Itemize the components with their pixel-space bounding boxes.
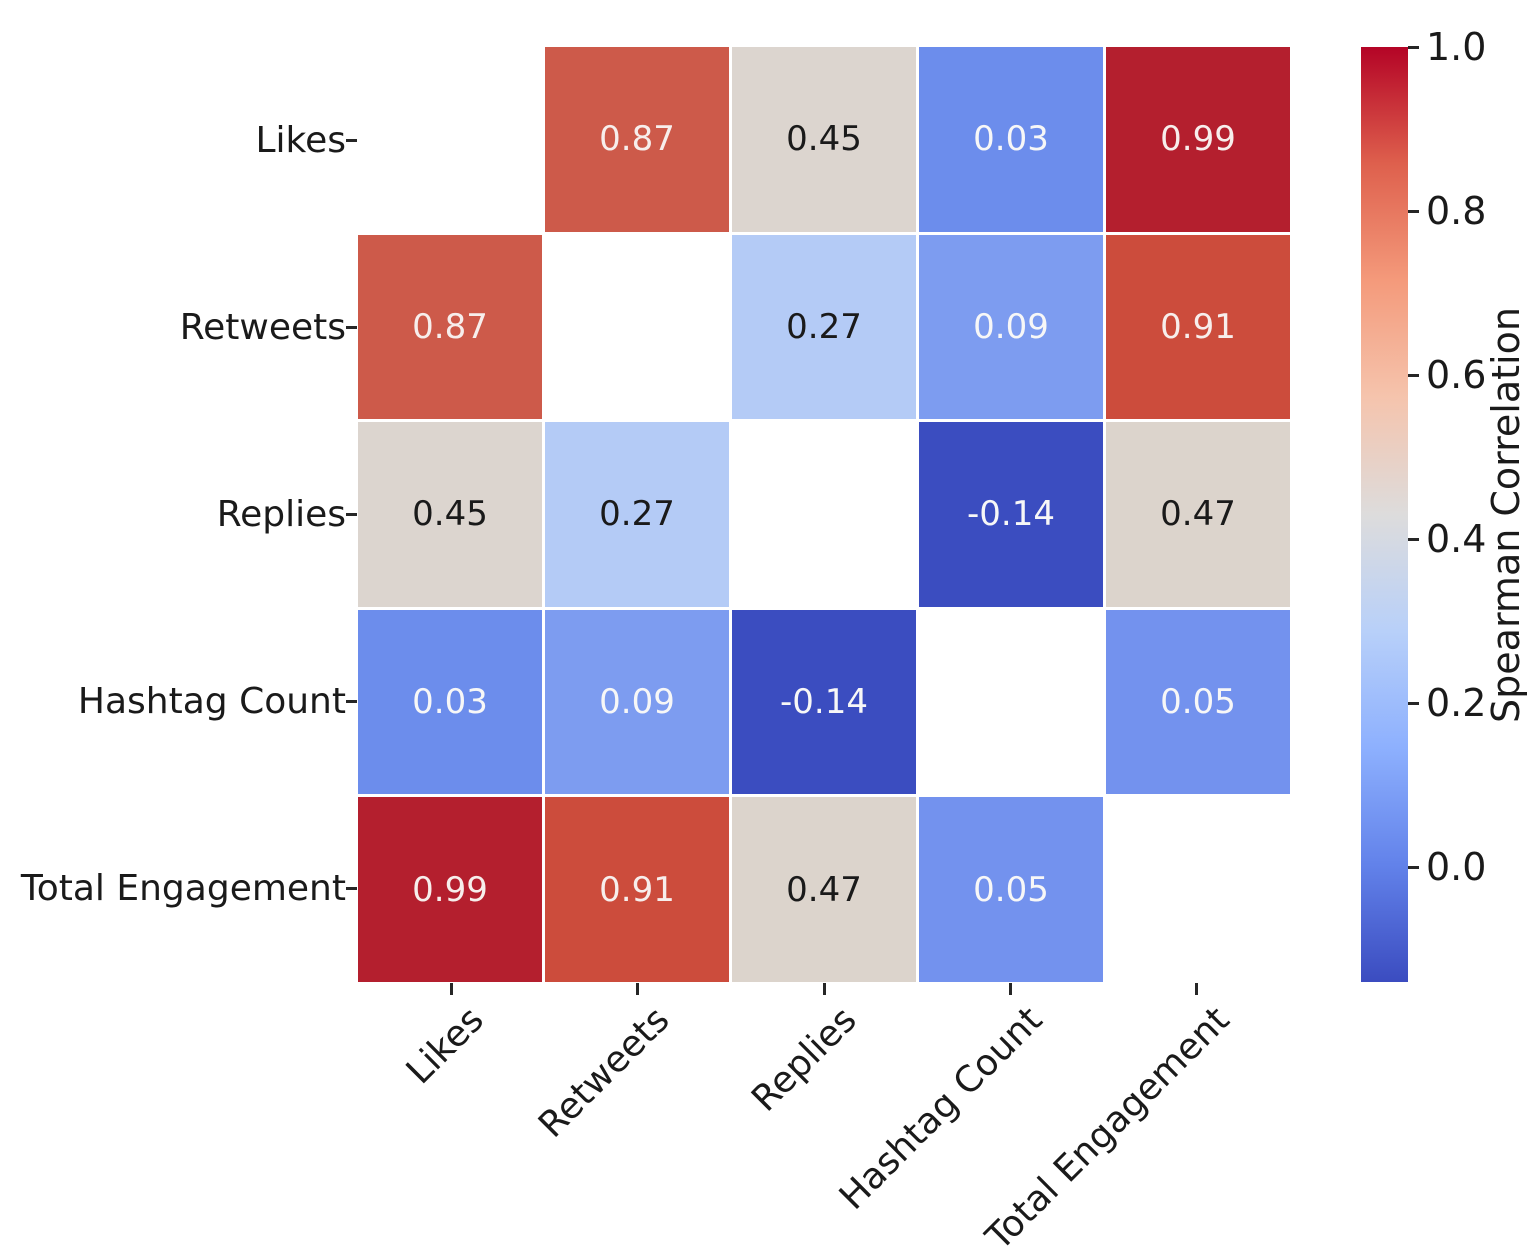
x-tick-replies xyxy=(822,983,826,995)
heatmap-cell-retweets-total-engagement: 0.91 xyxy=(1106,234,1290,420)
heatmap-cell-retweets-replies: 0.27 xyxy=(732,234,916,420)
heatmap-cell-hashtag-count-likes: 0.03 xyxy=(358,609,542,795)
heatmap-cell-replies-total-engagement: 0.47 xyxy=(1106,422,1290,607)
x-tick-total-engagement xyxy=(1195,983,1199,995)
x-axis-label-hashtag-count: Hashtag Count xyxy=(832,999,1051,1218)
heatmap-cell-hashtag-count-retweets: 0.09 xyxy=(545,609,729,795)
heatmap-grid: 0.87 0.45 0.03 0.99 0.87 0.27 0.09 0.91 0.45 0.27… xyxy=(358,47,1290,982)
x-axis-label-likes: Likes xyxy=(398,999,492,1093)
heatmap-cell-replies-hashtag-count: -0.14 xyxy=(919,422,1103,607)
heatmap-cell-masked-retweets-retweets xyxy=(545,234,729,420)
colorbar-tick-0.4 xyxy=(1408,537,1419,541)
colorbar-tick-label-1.0: 1.0 xyxy=(1426,25,1487,69)
heatmap-cell-replies-retweets: 0.27 xyxy=(545,422,729,607)
y-axis-label-replies: Replies xyxy=(216,493,346,535)
x-tick-likes xyxy=(449,983,453,995)
heatmap-cell-replies-likes: 0.45 xyxy=(358,422,542,607)
y-tick-total-engagement xyxy=(346,887,357,890)
colorbar-tick-label-0.8: 0.8 xyxy=(1426,189,1487,234)
colorbar-tick-0.2 xyxy=(1408,701,1419,705)
colorbar-tick-0.0 xyxy=(1408,865,1419,869)
heatmap-cell-likes-total-engagement: 0.99 xyxy=(1106,47,1290,232)
heatmap-cell-masked-total-engagement-total-engagement xyxy=(1106,797,1290,982)
heatmap-cell-total-engagement-replies: 0.47 xyxy=(732,797,916,982)
heatmap-cell-retweets-likes: 0.87 xyxy=(358,234,542,420)
x-tick-hashtag-count xyxy=(1008,983,1012,995)
y-axis-label-likes: Likes xyxy=(255,119,346,161)
y-tick-hashtag-count xyxy=(346,700,357,703)
y-tick-likes xyxy=(346,139,357,142)
heatmap-cell-retweets-hashtag-count: 0.09 xyxy=(919,234,1103,420)
heatmap-cell-masked-replies-replies xyxy=(732,422,916,607)
colorbar-axis-label: Spearman Correlation xyxy=(1484,307,1528,723)
colorbar-tick-label-0.6: 0.6 xyxy=(1426,353,1487,398)
colorbar-tick-label-0.4: 0.4 xyxy=(1426,517,1487,562)
colorbar xyxy=(1361,47,1408,982)
heatmap-cell-total-engagement-hashtag-count: 0.05 xyxy=(919,797,1103,982)
y-axis-label-total-engagement: Total Engagement xyxy=(20,867,346,909)
y-axis-label-retweets: Retweets xyxy=(179,306,346,348)
colorbar-tick-label-0.0: 0.0 xyxy=(1426,845,1487,890)
heatmap-cell-total-engagement-retweets: 0.91 xyxy=(545,797,729,982)
heatmap-cell-likes-retweets: 0.87 xyxy=(545,47,729,232)
y-tick-retweets xyxy=(346,326,357,329)
heatmap-cell-likes-hashtag-count: 0.03 xyxy=(919,47,1103,232)
x-axis-label-retweets: Retweets xyxy=(531,999,678,1146)
heatmap-cell-hashtag-count-total-engagement: 0.05 xyxy=(1106,609,1290,795)
colorbar-tick-0.6 xyxy=(1408,373,1419,377)
x-axis-label-replies: Replies xyxy=(743,999,865,1120)
colorbar-tick-label-0.2: 0.2 xyxy=(1426,681,1487,726)
heatmap-cell-masked-hashtag-count-hashtag-count xyxy=(919,609,1103,795)
heatmap-cell-masked-likes-likes xyxy=(358,47,542,232)
colorbar-tick-0.8 xyxy=(1408,209,1419,213)
y-axis-label-hashtag-count: Hashtag Count xyxy=(77,680,346,722)
heatmap-cell-likes-replies: 0.45 xyxy=(732,47,916,232)
y-tick-replies xyxy=(346,513,357,516)
heatmap-cell-total-engagement-likes: 0.99 xyxy=(358,797,542,982)
colorbar-tick-1.0 xyxy=(1408,45,1419,49)
x-tick-retweets xyxy=(636,983,640,995)
heatmap-cell-hashtag-count-replies: -0.14 xyxy=(732,609,916,795)
